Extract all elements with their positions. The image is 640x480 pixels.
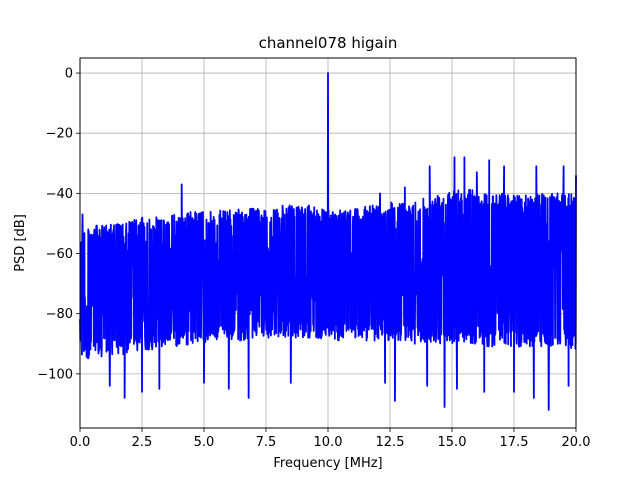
x-tick-label: 15.0 [438,435,467,450]
y-axis-ticks: 0 −20 −40 −60 −80 −100 [37,67,80,382]
x-tick-label: 5.0 [194,435,215,450]
x-tick-label: 0.0 [70,435,91,450]
chart-title: channel078 higain [259,34,398,52]
x-axis-ticks: 0.0 2.5 5.0 7.5 10.0 12.5 15.0 17.5 20.0 [70,428,591,450]
plot-area [79,72,577,411]
x-tick-label: 10.0 [314,435,343,450]
y-tick-label: −80 [46,307,73,322]
y-tick-label: −20 [46,127,73,142]
y-tick-label: −60 [46,247,73,262]
y-axis-label: PSD [dB] [13,214,28,272]
x-tick-label: 2.5 [132,435,153,450]
y-tick-label: −100 [37,367,73,382]
x-tick-label: 7.5 [256,435,277,450]
y-tick-label: −40 [46,187,73,202]
x-tick-label: 20.0 [562,435,591,450]
x-tick-label: 12.5 [376,435,405,450]
x-axis-label: Frequency [MHz] [273,456,382,471]
x-tick-label: 17.5 [500,435,529,450]
y-tick-label: 0 [65,67,73,82]
psd-series-line [79,72,577,411]
